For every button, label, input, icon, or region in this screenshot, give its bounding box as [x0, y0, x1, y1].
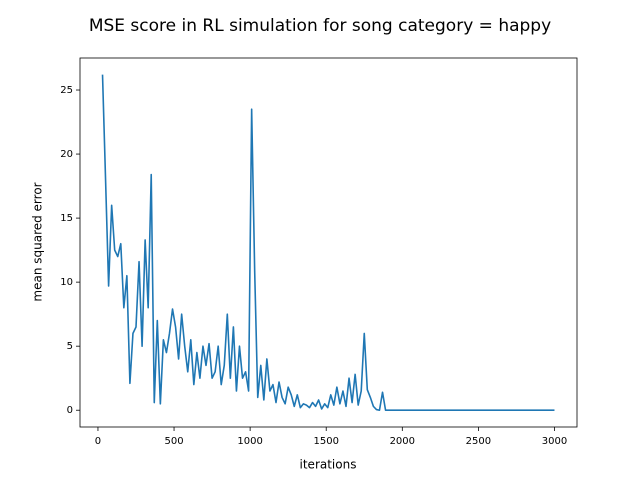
line-series — [101, 74, 555, 412]
y-tick-label: 5 — [67, 341, 73, 352]
x-tick-label: 2500 — [466, 436, 491, 447]
x-axis-label: iterations — [300, 458, 357, 472]
x-tick-label: 0 — [95, 436, 101, 447]
x-tick-label: 2000 — [390, 436, 415, 447]
y-axis-label: mean squared error — [31, 182, 45, 301]
y-tick-label: 25 — [60, 85, 73, 96]
x-tick-label: 3000 — [542, 436, 567, 447]
plot-frame — [79, 57, 578, 428]
x-tick-label: 500 — [164, 436, 183, 447]
y-tick-label: 0 — [67, 405, 73, 416]
y-tick-label: 15 — [60, 213, 73, 224]
x-tick-label: 1500 — [313, 436, 338, 447]
y-tick-label: 10 — [60, 277, 73, 288]
y-tick-label: 20 — [60, 149, 73, 160]
x-tick-label: 1000 — [237, 436, 262, 447]
chart-title: MSE score in RL simulation for song cate… — [89, 16, 551, 36]
